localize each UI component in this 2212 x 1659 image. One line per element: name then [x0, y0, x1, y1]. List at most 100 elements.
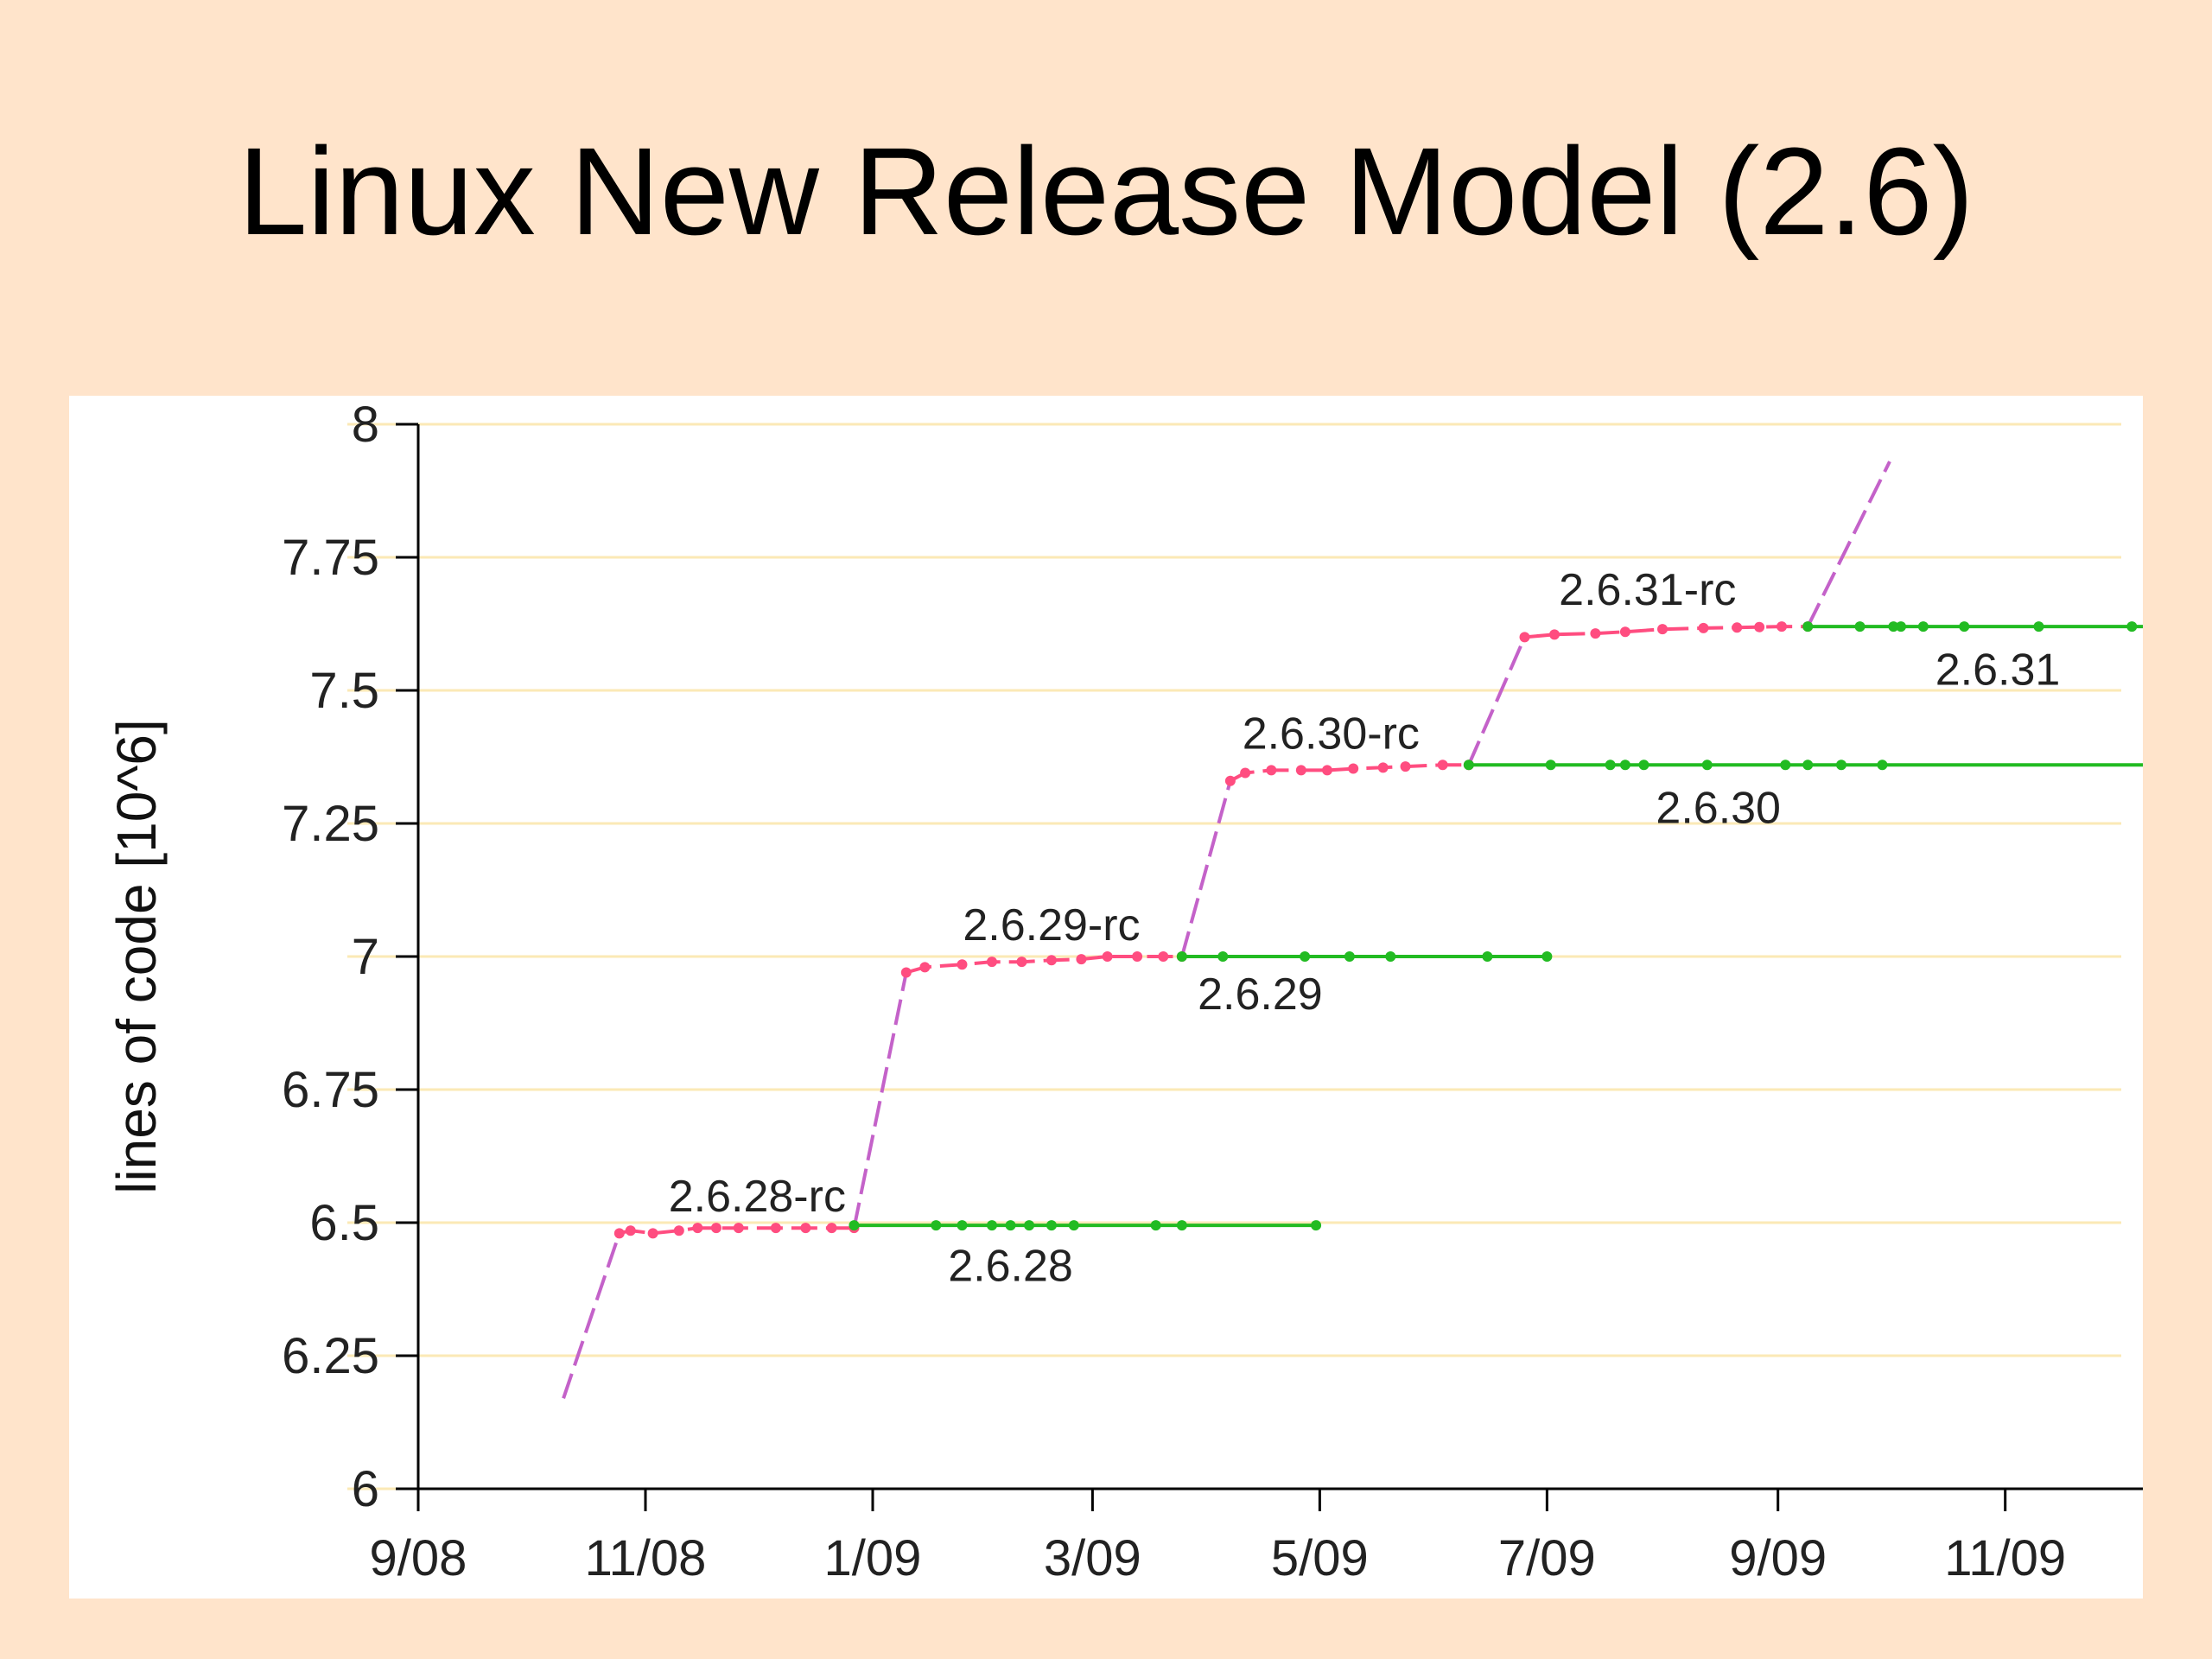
data-point — [1877, 760, 1888, 771]
y-tick-label: 6.75 — [282, 1062, 379, 1118]
y-tick-label: 7.5 — [309, 663, 379, 719]
x-tick-label: 9/08 — [370, 1530, 467, 1586]
data-point — [1217, 951, 1229, 962]
y-tick-label: 6.5 — [309, 1195, 379, 1251]
series-label: 2.6.31-rc — [1559, 565, 1736, 615]
data-point — [931, 1220, 942, 1231]
data-point — [1590, 628, 1601, 639]
series-line-2.6.31-rc — [1524, 625, 1808, 639]
data-point — [1732, 622, 1743, 633]
data-point — [1638, 760, 1649, 771]
data-point — [957, 959, 968, 970]
x-tick-label: 11/08 — [585, 1530, 707, 1586]
series-label: 2.6.28-rc — [669, 1172, 846, 1222]
data-point — [1780, 760, 1791, 771]
data-point — [1619, 626, 1630, 638]
y-tick-label: 7 — [352, 929, 379, 985]
data-point — [613, 1228, 625, 1239]
data-point — [1068, 1220, 1079, 1231]
x-tick-label: 5/09 — [1271, 1530, 1369, 1586]
transition-line — [1806, 461, 1891, 627]
data-point — [1657, 624, 1669, 635]
data-point — [1046, 955, 1057, 966]
data-point — [1132, 951, 1143, 962]
data-point — [1240, 767, 1251, 779]
data-point — [1619, 760, 1630, 771]
data-point — [1701, 760, 1713, 771]
data-point — [986, 957, 997, 968]
data-point — [1295, 765, 1306, 776]
data-point — [1482, 951, 1493, 962]
data-point — [849, 1220, 860, 1231]
y-axis-title: lines of code [10^6] — [105, 719, 168, 1194]
x-tick-label: 11/09 — [1944, 1530, 2066, 1586]
data-point — [826, 1223, 837, 1234]
chart-container: 6 6.25 6.5 6.75 7 7.25 7.5 7.75 8 9/08 11/08 1/09 3/… — [69, 396, 2143, 1599]
y-tick-label: 8 — [352, 397, 379, 453]
data-point — [1802, 621, 1814, 632]
data-point — [1300, 951, 1311, 962]
data-point — [770, 1223, 781, 1234]
y-tick-label: 6 — [352, 1461, 379, 1517]
transition-line — [852, 972, 908, 1229]
data-point — [1377, 762, 1389, 773]
data-point — [1176, 1220, 1187, 1231]
transition-line — [1179, 780, 1232, 957]
data-point — [1102, 951, 1113, 962]
data-point — [1176, 951, 1187, 962]
data-point — [1605, 760, 1616, 771]
series-label: 2.6.30 — [1656, 784, 1781, 834]
data-point — [647, 1228, 658, 1239]
data-point — [1046, 1220, 1057, 1231]
y-tick-label: 7.75 — [282, 530, 379, 586]
data-point — [1895, 621, 1906, 632]
data-point — [710, 1223, 721, 1234]
x-tick-label: 9/09 — [1729, 1530, 1827, 1586]
data-point — [1888, 621, 1899, 632]
data-point — [1549, 629, 1560, 640]
data-point — [1311, 1220, 1322, 1231]
data-point — [1698, 622, 1709, 633]
data-point — [1150, 1220, 1161, 1231]
data-point — [1519, 632, 1530, 643]
data-point — [1917, 621, 1929, 632]
series-label: 2.6.30-rc — [1243, 709, 1420, 759]
transition-line — [562, 1232, 621, 1399]
y-tick-label: 6.25 — [282, 1328, 379, 1384]
data-point — [1541, 951, 1553, 962]
transition-line — [1466, 636, 1527, 766]
data-point — [733, 1223, 744, 1234]
data-point — [919, 962, 931, 973]
slide-title: Linux New Release Model (2.6) — [238, 122, 1974, 261]
data-point — [692, 1223, 703, 1234]
data-point — [1158, 951, 1169, 962]
data-point — [1005, 1220, 1016, 1231]
data-point — [625, 1225, 636, 1236]
series-label: 2.6.29 — [1198, 969, 1323, 1020]
series-label: 2.6.28 — [948, 1241, 1073, 1291]
data-point — [1959, 621, 1970, 632]
data-point — [2126, 621, 2138, 632]
data-point — [1348, 763, 1359, 774]
data-point — [1400, 761, 1411, 772]
data-point — [673, 1225, 684, 1236]
data-point — [1344, 951, 1355, 962]
x-tick-label: 7/09 — [1498, 1530, 1596, 1586]
data-point — [1463, 760, 1474, 771]
series-label: 2.6.31 — [1936, 645, 2061, 695]
data-point — [1266, 765, 1277, 776]
data-point — [2033, 621, 2044, 632]
data-point — [1754, 621, 1765, 632]
series-label: 2.6.29-rc — [963, 900, 1140, 950]
data-point — [1854, 621, 1866, 632]
plot-background — [69, 396, 2143, 1599]
data-point — [1777, 621, 1787, 632]
data-point — [900, 967, 912, 978]
data-point — [1802, 760, 1814, 771]
data-point — [1385, 951, 1396, 962]
data-point — [1224, 775, 1236, 786]
series-line-2.6.28-rc — [619, 1226, 855, 1236]
line-chart: 6 6.25 6.5 6.75 7 7.25 7.5 7.75 8 9/08 11/08 1/09 3/… — [69, 396, 2143, 1599]
y-tick-label: 7.25 — [282, 796, 379, 852]
data-point — [1016, 957, 1027, 968]
